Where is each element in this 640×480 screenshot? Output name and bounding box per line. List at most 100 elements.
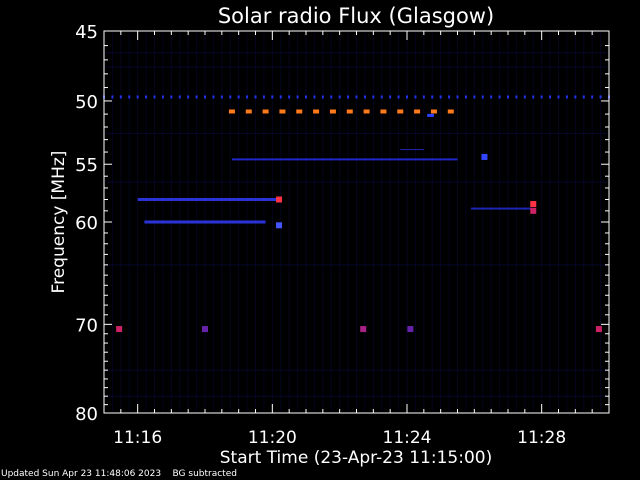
feature-dot bbox=[507, 95, 509, 99]
chart-title: Solar radio Flux (Glasgow) bbox=[218, 4, 494, 28]
feature-dot bbox=[254, 95, 257, 99]
feature-dot bbox=[481, 95, 484, 99]
x-tick-label: 11:24 bbox=[383, 428, 432, 448]
feature-dot bbox=[128, 95, 131, 99]
feature-dot bbox=[237, 95, 240, 99]
feature-dot bbox=[414, 109, 421, 114]
feature-dot bbox=[363, 95, 366, 99]
hotspot-point bbox=[481, 153, 488, 160]
hotspot-point bbox=[530, 207, 537, 214]
feature-dot bbox=[313, 95, 316, 99]
status-footer: Updated Sun Apr 23 11:48:06 2023 BG subt… bbox=[1, 469, 237, 479]
feature-dot bbox=[346, 109, 353, 114]
feature-dot bbox=[372, 95, 375, 99]
feature-burst-58 bbox=[137, 197, 280, 201]
feature-dot bbox=[111, 95, 114, 99]
feature-dot bbox=[347, 95, 350, 99]
feature-dot bbox=[204, 95, 206, 99]
feature-dot bbox=[532, 95, 535, 99]
feature-dot bbox=[439, 95, 442, 99]
feature-dot bbox=[498, 95, 501, 99]
x-tick-label: 11:28 bbox=[517, 428, 566, 448]
y-axis-ticks: 45 50 55 60 70 80 bbox=[75, 22, 609, 425]
feature-dot bbox=[431, 95, 434, 99]
feature-dot bbox=[430, 109, 437, 114]
feature-dot bbox=[228, 109, 235, 114]
feature-dot bbox=[262, 109, 269, 114]
feature-dot bbox=[464, 95, 467, 99]
feature-dot bbox=[380, 109, 387, 114]
feature-dot bbox=[329, 109, 336, 114]
hotspot-point bbox=[202, 326, 208, 333]
feature-dot bbox=[549, 95, 552, 99]
x-tick-label: 11:20 bbox=[248, 428, 297, 448]
feature-dot bbox=[271, 95, 274, 99]
feature-dot bbox=[338, 95, 341, 99]
feature-dot bbox=[515, 95, 518, 99]
feature-dot bbox=[582, 95, 585, 99]
hotspot-point bbox=[407, 326, 414, 333]
feature-dot bbox=[288, 95, 291, 99]
hotspot-point bbox=[595, 326, 602, 333]
feature-dot bbox=[330, 95, 333, 99]
feature-dot bbox=[490, 95, 493, 99]
feature-dot bbox=[591, 95, 594, 99]
feature-dot bbox=[406, 95, 408, 99]
feature-dot bbox=[397, 95, 400, 99]
hotspot-point bbox=[116, 326, 123, 333]
feature-dot bbox=[523, 95, 526, 99]
feature-dot bbox=[305, 95, 307, 99]
y-tick-label: 45 bbox=[75, 22, 98, 43]
feature-dot bbox=[363, 109, 370, 114]
feature-dot bbox=[422, 95, 425, 99]
feature-dot bbox=[145, 95, 148, 99]
feature-channel-49.7 bbox=[103, 95, 610, 99]
feature-dot bbox=[296, 109, 303, 114]
feature-dot bbox=[380, 95, 383, 99]
feature-line bbox=[137, 197, 280, 201]
feature-dot bbox=[540, 95, 543, 99]
feature-dot bbox=[161, 95, 164, 99]
feature-dot bbox=[448, 95, 451, 99]
x-axis-label: Start Time (23-Apr-23 11:15:00) bbox=[220, 448, 492, 468]
feature-dot bbox=[262, 95, 265, 99]
feature-dot bbox=[245, 109, 252, 114]
y-tick-label: 70 bbox=[75, 315, 98, 336]
x-tick-label: 11:16 bbox=[113, 428, 162, 448]
hotspot-point bbox=[276, 222, 283, 229]
feature-dot bbox=[574, 95, 577, 99]
feature-dot bbox=[153, 95, 156, 99]
feature-dot bbox=[313, 109, 320, 114]
feature-dot bbox=[170, 95, 173, 99]
feature-dot bbox=[397, 109, 404, 114]
feature-line bbox=[400, 149, 424, 151]
feature-dot bbox=[246, 95, 249, 99]
feature-dot bbox=[296, 95, 299, 99]
y-tick-label: 60 bbox=[75, 213, 98, 234]
x-axis-ticks: 11:16 11:20 11:24 11:28 bbox=[113, 31, 593, 448]
feature-dot bbox=[119, 95, 122, 99]
feature-band-58.8 bbox=[470, 207, 532, 210]
feature-dot bbox=[447, 109, 454, 114]
feature-line bbox=[427, 113, 434, 117]
feature-point-51.1 bbox=[427, 113, 434, 117]
y-tick-label: 50 bbox=[75, 92, 98, 113]
hotspot-point bbox=[530, 201, 537, 208]
feature-dot bbox=[473, 95, 476, 99]
feature-dot bbox=[187, 95, 190, 99]
feature-dot bbox=[565, 95, 568, 99]
feature-dot bbox=[229, 95, 232, 99]
feature-channel-54.6 bbox=[231, 158, 458, 161]
feature-dot bbox=[136, 95, 139, 99]
hotspot-point bbox=[360, 326, 367, 333]
feature-dot bbox=[456, 95, 459, 99]
feature-dot bbox=[599, 95, 602, 99]
feature-line bbox=[470, 207, 532, 210]
feature-dot bbox=[279, 95, 282, 99]
feature-dot bbox=[195, 95, 198, 99]
feature-dot bbox=[355, 95, 358, 99]
feature-rfi-50.8 bbox=[228, 109, 454, 114]
feature-dot bbox=[557, 95, 560, 99]
feature-dot bbox=[212, 95, 215, 99]
feature-dot bbox=[279, 109, 286, 114]
